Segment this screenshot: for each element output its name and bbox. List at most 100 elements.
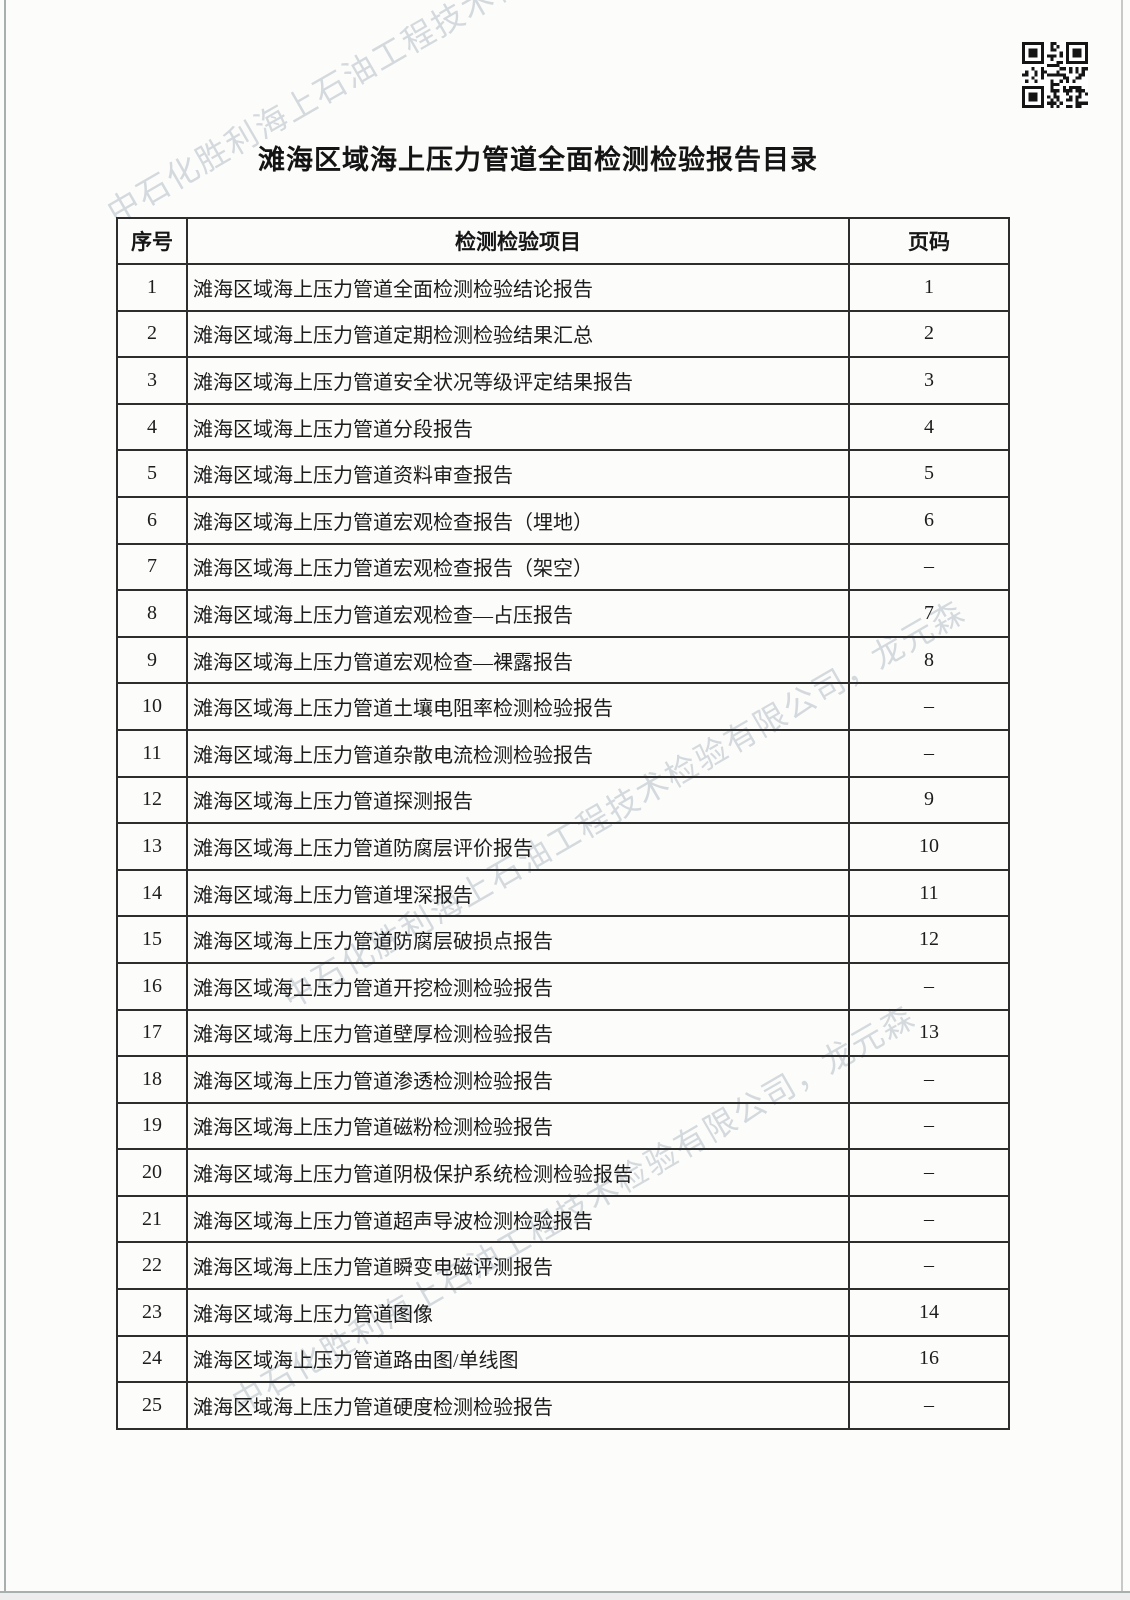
diagonal-watermark: 中石化胜利海上石油工程技术检验有限公司，龙元森 <box>101 0 797 231</box>
table-row: 8 滩海区域海上压力管道宏观检查—占压报告 7 <box>116 589 1010 638</box>
row-item-label: 滩海区域海上压力管道资料审查报告 <box>186 449 850 498</box>
row-item-label: 滩海区域海上压力管道瞬变电磁评测报告 <box>186 1241 850 1291</box>
row-serial-number: 5 <box>116 449 188 498</box>
row-page-number: 7 <box>848 589 1010 638</box>
table-row: 22 滩海区域海上压力管道瞬变电磁评测报告 – <box>116 1241 1010 1291</box>
row-page-number: 16 <box>848 1334 1010 1384</box>
page-title: 滩海区域海上压力管道全面检测检验报告目录 <box>258 145 818 175</box>
row-serial-number: 22 <box>116 1241 188 1291</box>
row-page-number: 10 <box>848 822 1010 871</box>
row-serial-number: 13 <box>116 822 188 871</box>
table-row: 9 滩海区域海上压力管道宏观检查—裸露报告 8 <box>116 635 1010 685</box>
table-row: 2 滩海区域海上压力管道定期检测检验结果汇总 2 <box>116 309 1010 359</box>
toc-table-body: 1 滩海区域海上压力管道全面检测检验结论报告 1 2 滩海区域海上压力管道定期检测检验结… <box>116 263 1010 1430</box>
row-item-label: 滩海区域海上压力管道分段报告 <box>186 402 850 452</box>
row-item-label: 滩海区域海上压力管道安全状况等级评定结果报告 <box>186 356 850 405</box>
row-page-number: 8 <box>848 635 1010 685</box>
row-serial-number: 12 <box>116 775 188 825</box>
header-page-number: 页码 <box>848 217 1010 265</box>
row-page-number: – <box>848 1148 1010 1197</box>
table-row: 1 滩海区域海上压力管道全面检测检验结论报告 1 <box>116 263 1010 312</box>
row-item-label: 滩海区域海上压力管道硬度检测检验报告 <box>186 1381 850 1430</box>
table-row: 16 滩海区域海上压力管道开挖检测检验报告 – <box>116 961 1010 1011</box>
table-row: 24 滩海区域海上压力管道路由图/单线图 16 <box>116 1334 1010 1384</box>
row-serial-number: 2 <box>116 309 188 359</box>
row-item-label: 滩海区域海上压力管道路由图/单线图 <box>186 1334 850 1384</box>
row-serial-number: 23 <box>116 1288 188 1337</box>
toc-table-header: 序号 检测检验项目 页码 <box>116 217 1010 265</box>
row-item-label: 滩海区域海上压力管道埋深报告 <box>186 868 850 918</box>
row-item-label: 滩海区域海上压力管道开挖检测检验报告 <box>186 961 850 1011</box>
table-row: 25 滩海区域海上压力管道硬度检测检验报告 – <box>116 1381 1010 1430</box>
scan-edge-bottom-area <box>0 1593 1130 1600</box>
row-item-label: 滩海区域海上压力管道探测报告 <box>186 775 850 825</box>
row-item-label: 滩海区域海上压力管道图像 <box>186 1288 850 1337</box>
row-item-label: 滩海区域海上压力管道防腐层破损点报告 <box>186 915 850 964</box>
row-serial-number: 11 <box>116 728 188 778</box>
scan-edge-left <box>4 0 6 1600</box>
row-serial-number: 14 <box>116 868 188 918</box>
row-page-number: 13 <box>848 1008 1010 1058</box>
table-row: 12 滩海区域海上压力管道探测报告 9 <box>116 775 1010 825</box>
row-page-number: 4 <box>848 402 1010 452</box>
table-row: 3 滩海区域海上压力管道安全状况等级评定结果报告 3 <box>116 356 1010 405</box>
row-serial-number: 17 <box>116 1008 188 1058</box>
row-serial-number: 3 <box>116 356 188 405</box>
row-serial-number: 25 <box>116 1381 188 1430</box>
row-item-label: 滩海区域海上压力管道宏观检查报告（埋地） <box>186 495 850 545</box>
table-row: 15 滩海区域海上压力管道防腐层破损点报告 12 <box>116 915 1010 964</box>
row-item-label: 滩海区域海上压力管道宏观检查—裸露报告 <box>186 635 850 685</box>
table-row: 14 滩海区域海上压力管道埋深报告 11 <box>116 868 1010 918</box>
row-page-number: 14 <box>848 1288 1010 1337</box>
row-page-number: 11 <box>848 868 1010 918</box>
table-row: 5 滩海区域海上压力管道资料审查报告 5 <box>116 449 1010 498</box>
row-page-number: 5 <box>848 449 1010 498</box>
row-page-number: 9 <box>848 775 1010 825</box>
row-page-number: – <box>848 1381 1010 1430</box>
table-row: 17 滩海区域海上压力管道壁厚检测检验报告 13 <box>116 1008 1010 1058</box>
row-page-number: – <box>848 542 1010 592</box>
row-item-label: 滩海区域海上压力管道超声导波检测检验报告 <box>186 1194 850 1244</box>
row-item-label: 滩海区域海上压力管道杂散电流检测检验报告 <box>186 728 850 778</box>
table-row: 19 滩海区域海上压力管道磁粉检测检验报告 – <box>116 1101 1010 1151</box>
row-serial-number: 15 <box>116 915 188 964</box>
row-page-number: 12 <box>848 915 1010 964</box>
row-page-number: – <box>848 1194 1010 1244</box>
row-item-label: 滩海区域海上压力管道全面检测检验结论报告 <box>186 263 850 312</box>
row-item-label: 滩海区域海上压力管道防腐层评价报告 <box>186 822 850 871</box>
row-serial-number: 6 <box>116 495 188 545</box>
table-row: 21 滩海区域海上压力管道超声导波检测检验报告 – <box>116 1194 1010 1244</box>
row-item-label: 滩海区域海上压力管道宏观检查—占压报告 <box>186 589 850 638</box>
row-serial-number: 24 <box>116 1334 188 1384</box>
row-serial-number: 4 <box>116 402 188 452</box>
row-page-number: – <box>848 682 1010 731</box>
table-row: 10 滩海区域海上压力管道土壤电阻率检测检验报告 – <box>116 682 1010 731</box>
row-item-label: 滩海区域海上压力管道阴极保护系统检测检验报告 <box>186 1148 850 1197</box>
row-serial-number: 1 <box>116 263 188 312</box>
header-row: 序号 检测检验项目 页码 <box>116 217 1010 265</box>
table-row: 4 滩海区域海上压力管道分段报告 4 <box>116 402 1010 452</box>
row-page-number: 1 <box>848 263 1010 312</box>
scan-edge-bottom <box>0 1591 1130 1593</box>
row-page-number: – <box>848 1101 1010 1151</box>
table-row: 7 滩海区域海上压力管道宏观检查报告（架空） – <box>116 542 1010 592</box>
row-serial-number: 19 <box>116 1101 188 1151</box>
row-page-number: – <box>848 961 1010 1011</box>
table-row: 13 滩海区域海上压力管道防腐层评价报告 10 <box>116 822 1010 871</box>
row-page-number: – <box>848 1241 1010 1291</box>
row-page-number: 6 <box>848 495 1010 545</box>
table-row: 6 滩海区域海上压力管道宏观检查报告（埋地） 6 <box>116 495 1010 545</box>
scan-edge-right <box>1121 0 1123 1600</box>
row-item-label: 滩海区域海上压力管道土壤电阻率检测检验报告 <box>186 682 850 731</box>
table-row: 11 滩海区域海上压力管道杂散电流检测检验报告 – <box>116 728 1010 778</box>
row-item-label: 滩海区域海上压力管道壁厚检测检验报告 <box>186 1008 850 1058</box>
row-serial-number: 18 <box>116 1055 188 1104</box>
row-serial-number: 20 <box>116 1148 188 1197</box>
row-serial-number: 7 <box>116 542 188 592</box>
row-item-label: 滩海区域海上压力管道磁粉检测检验报告 <box>186 1101 850 1151</box>
row-serial-number: 16 <box>116 961 188 1011</box>
row-serial-number: 8 <box>116 589 188 638</box>
row-page-number: 3 <box>848 356 1010 405</box>
row-serial-number: 9 <box>116 635 188 685</box>
